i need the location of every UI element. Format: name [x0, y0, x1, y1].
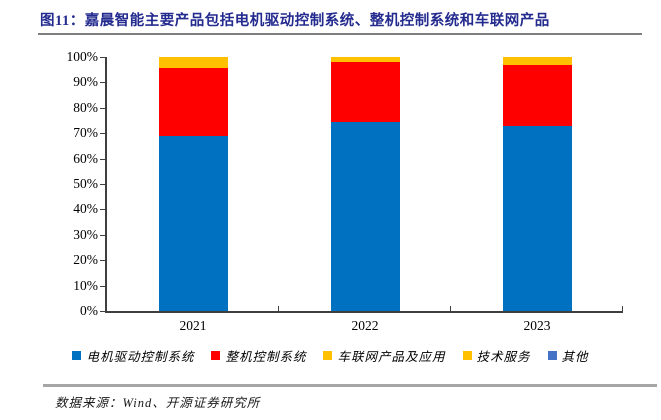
- legend-item: 技术服务: [462, 346, 531, 365]
- source-divider: [43, 384, 657, 387]
- y-tick-label: 50%: [73, 176, 98, 191]
- legend-swatch: [72, 351, 82, 360]
- legend-item: 其他: [547, 346, 589, 365]
- y-axis-line: [105, 57, 107, 313]
- y-tick-label: 30%: [73, 226, 98, 242]
- y-tick-mark: [100, 57, 105, 58]
- legend-item: 车联网产品及应用: [323, 346, 445, 365]
- y-tick-mark: [100, 234, 105, 236]
- bar-segment: [158, 57, 228, 68]
- x-tick-mark: [278, 306, 279, 311]
- legend-item: 整机控制系统: [211, 346, 306, 365]
- y-tick-label: 70%: [73, 125, 98, 141]
- figure-title: 图11：嘉晨智能主要产品包括电机驱动控制系统、整机控制系统和车联网产品: [40, 13, 550, 29]
- bar-segment: [502, 57, 572, 66]
- x-tick-mark: [622, 306, 623, 311]
- y-tick-label: 90%: [73, 74, 98, 90]
- bar-segment: [502, 125, 572, 311]
- legend-swatch: [323, 351, 333, 360]
- y-tick-label: 10%: [73, 277, 98, 293]
- legend-swatch: [462, 351, 472, 360]
- x-category-label: 2023: [523, 318, 551, 333]
- stacked-bar: [158, 57, 228, 311]
- y-tick-mark: [100, 311, 105, 312]
- y-tick-mark: [100, 285, 105, 287]
- y-tick-label: 80%: [73, 99, 98, 115]
- y-tick-mark: [100, 158, 105, 160]
- y-tick-mark: [100, 260, 105, 262]
- y-tick-mark: [100, 107, 105, 109]
- data-source: 数据来源：Wind、开源证券研究所: [55, 396, 261, 410]
- legend-swatch: [211, 351, 221, 360]
- y-tick-label: 60%: [73, 150, 98, 166]
- plot-area: 0% 10% 20% 30% 40% 50% 60% 70% 80% 90% 100% 2021 202…: [67, 49, 623, 333]
- bar-segment: [158, 135, 228, 311]
- y-tick-mark: [100, 184, 105, 185]
- y-tick-label: 40%: [73, 201, 98, 217]
- legend-label: 车联网产品及应用: [337, 350, 446, 364]
- chart-legend: 电机驱动控制系统 整机控制系统 车联网产品及应用 技术服务 其他: [0, 346, 661, 365]
- bar-segment: [158, 67, 228, 136]
- stacked-bar: [502, 57, 572, 311]
- legend-item: 电机驱动控制系统: [72, 346, 194, 365]
- x-category-label: 2021: [179, 318, 207, 333]
- y-tick-mark: [100, 82, 105, 84]
- stacked-bar: [330, 57, 400, 311]
- bar-segment: [330, 62, 400, 122]
- x-tick-mark: [450, 306, 451, 311]
- y-tick-label: 0%: [80, 303, 98, 318]
- title-divider: [38, 33, 642, 35]
- legend-label: 整机控制系统: [225, 350, 307, 364]
- y-tick-label: 20%: [73, 252, 98, 268]
- bar-segment: [330, 121, 400, 311]
- y-tick-mark: [100, 133, 105, 135]
- legend-label: 电机驱动控制系统: [86, 350, 195, 364]
- legend-swatch: [547, 351, 557, 360]
- legend-label: 技术服务: [476, 350, 531, 364]
- bar-segment: [330, 57, 400, 63]
- x-axis-line: [105, 311, 623, 313]
- legend-label: 其他: [561, 350, 589, 364]
- y-tick-label: 100%: [66, 49, 99, 64]
- x-category-label: 2022: [351, 318, 379, 333]
- bar-segment: [502, 65, 572, 126]
- y-tick-mark: [100, 209, 105, 211]
